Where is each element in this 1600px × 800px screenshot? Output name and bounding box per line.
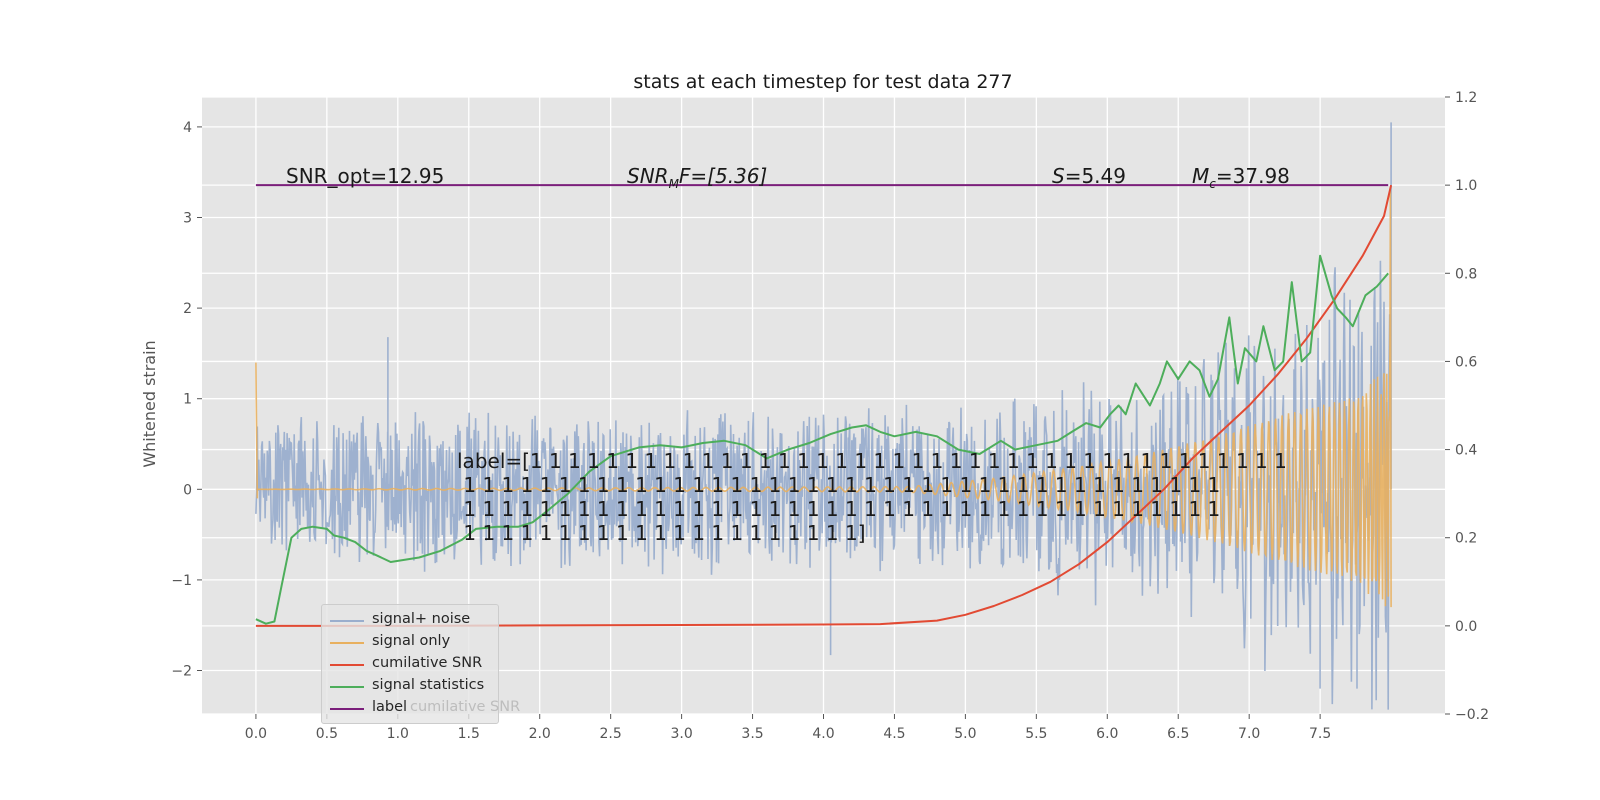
legend-ghost-text: cumilative SNR bbox=[410, 699, 521, 715]
mc-main: M bbox=[1192, 164, 1210, 188]
series-signal-only-line bbox=[255, 190, 1392, 608]
y-tick-label: −2 bbox=[171, 664, 192, 680]
x-tick-label: 6.0 bbox=[1096, 726, 1118, 742]
chart-title: stats at each timestep for test data 277 bbox=[633, 71, 1012, 93]
legend-item-signal-plus-noise: signal+ noise bbox=[322, 609, 498, 631]
legend-label: label bbox=[372, 699, 408, 715]
y2-tick-label: 1.2 bbox=[1455, 90, 1477, 106]
series-cumilative-snr-line bbox=[255, 184, 1393, 627]
snr-mf-rest: F=[5.36] bbox=[678, 164, 768, 188]
y2-tick-label: 1.0 bbox=[1455, 178, 1477, 194]
y-tick-label: 4 bbox=[183, 120, 192, 136]
x-tick-label: 5.0 bbox=[954, 726, 976, 742]
snr-mf-main: SNR bbox=[627, 164, 669, 188]
x-tick-label: 0.0 bbox=[245, 726, 267, 742]
legend-item-label: label bbox=[322, 697, 498, 719]
legend-swatch bbox=[330, 664, 364, 666]
series-signal-statistics bbox=[255, 254, 1389, 625]
legend-item-cumilative-snr: cumilative SNR bbox=[322, 653, 498, 675]
mc-sub: c bbox=[1209, 177, 1216, 191]
x-tick-label: 7.0 bbox=[1238, 726, 1260, 742]
s-rest: =5.49 bbox=[1064, 164, 1126, 188]
snr-opt-text: SNR_opt=12.95 bbox=[286, 164, 445, 188]
legend-item-signal-only: signal only bbox=[322, 631, 498, 653]
x-tick-label: 6.5 bbox=[1167, 726, 1189, 742]
y2-tick-label: 0.6 bbox=[1455, 354, 1477, 370]
y-tick-label: −1 bbox=[171, 573, 192, 589]
series-signal-statistics-line bbox=[255, 254, 1389, 625]
x-tick-label: 4.0 bbox=[812, 726, 834, 742]
series-cumilative-snr bbox=[255, 184, 1393, 627]
legend-swatch bbox=[330, 708, 364, 710]
x-tick-label: 7.5 bbox=[1309, 726, 1331, 742]
x-tick-label: 0.5 bbox=[316, 726, 338, 742]
x-tick-label: 1.5 bbox=[458, 726, 480, 742]
y-tick-label: 0 bbox=[183, 482, 192, 498]
snr-mf-sub: M bbox=[668, 177, 679, 191]
y2-tick-label: 0.4 bbox=[1455, 443, 1477, 459]
x-tick-label: 2.5 bbox=[600, 726, 622, 742]
s-main: S bbox=[1052, 164, 1065, 188]
x-tick-label: 5.5 bbox=[1025, 726, 1047, 742]
x-tick-label: 4.5 bbox=[883, 726, 905, 742]
x-tick-label: 2.0 bbox=[529, 726, 551, 742]
series-signal-plus-noise bbox=[255, 122, 1392, 710]
mc-annotation: Mc=37.98 bbox=[1192, 164, 1290, 191]
series-signal-plus-noise-line bbox=[255, 122, 1392, 710]
x-tick-label: 3.5 bbox=[741, 726, 763, 742]
y2-tick-label: 0.8 bbox=[1455, 266, 1477, 282]
series-signal-only bbox=[255, 190, 1392, 608]
legend-label: signal only bbox=[372, 633, 451, 649]
y-tick-label: 2 bbox=[183, 301, 192, 317]
mc-rest: =37.98 bbox=[1215, 164, 1290, 188]
x-tick-label: 1.0 bbox=[387, 726, 409, 742]
legend-item-signal-statistics: signal statistics bbox=[322, 675, 498, 697]
y-axis-label: Whitened strain bbox=[140, 340, 159, 467]
snr-opt-annotation: SNR_opt=12.95 bbox=[286, 164, 444, 188]
x-tick-label: 3.0 bbox=[670, 726, 692, 742]
legend-label: signal+ noise bbox=[372, 611, 471, 627]
y2-tick-label: 0.0 bbox=[1455, 619, 1477, 635]
legend-label: signal statistics bbox=[372, 677, 485, 693]
legend-label: cumilative SNR bbox=[372, 655, 483, 671]
legend-swatch bbox=[330, 620, 364, 622]
snr-mf-annotation: SNRMF=[5.36] bbox=[627, 164, 767, 191]
legend: signal+ noise signal only cumilative SNR… bbox=[321, 604, 499, 724]
legend-swatch bbox=[330, 642, 364, 644]
legend-swatch bbox=[330, 686, 364, 688]
s-annotation: S=5.49 bbox=[1052, 164, 1126, 188]
label-array-annotation: label=[1 1 1 1 1 1 1 1 1 1 1 1 1 1 1 1 1… bbox=[457, 449, 1287, 545]
y2-tick-label: −0.2 bbox=[1455, 707, 1489, 723]
y-tick-label: 3 bbox=[183, 211, 192, 227]
axis-ticks: 0.0 0.5 1.0 1.5 2.0 2.5 3.0 3.5 4.0 4.5 5.0 5.5 6.0 6… bbox=[171, 90, 1489, 742]
y2-tick-label: 0.2 bbox=[1455, 531, 1477, 547]
y-tick-label: 1 bbox=[183, 392, 192, 408]
